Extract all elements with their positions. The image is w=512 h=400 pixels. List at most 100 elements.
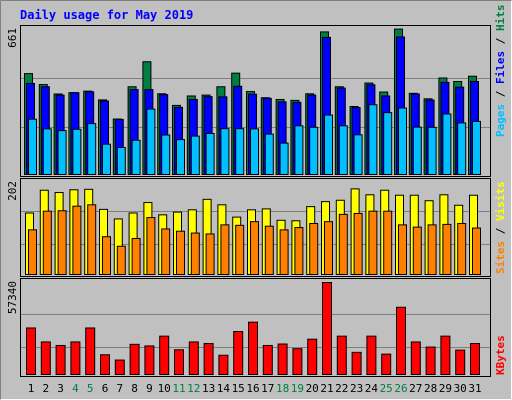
- bar-sites-day-24: [368, 210, 378, 275]
- bar-sites-day-15: [235, 224, 245, 275]
- legend-sep-1: /: [494, 84, 507, 104]
- legend-pages: Pages: [494, 104, 507, 137]
- bar-pages-day-17: [264, 133, 274, 176]
- bar-kbytes-day-8: [129, 343, 140, 375]
- x-label-day-17: 17: [261, 382, 274, 395]
- bar-kbytes-day-11: [174, 349, 184, 376]
- legend-hits: Hits: [494, 5, 507, 32]
- bar-sites-day-28: [427, 224, 437, 275]
- bar-pages-day-1: [28, 118, 37, 176]
- bar-kbytes-day-10: [159, 335, 170, 375]
- bar-kbytes-day-24: [366, 335, 377, 375]
- bar-sites-day-5: [87, 204, 97, 275]
- x-label-day-15: 15: [232, 382, 245, 395]
- bar-sites-day-12: [190, 232, 200, 276]
- bar-pages-day-13: [205, 132, 215, 175]
- x-label-day-31: 31: [468, 382, 481, 395]
- bar-kbytes-day-27: [410, 341, 421, 376]
- bar-pages-day-3: [57, 130, 67, 175]
- bar-sites-day-2: [42, 210, 52, 275]
- bar-pages-day-12: [190, 135, 200, 175]
- bar-sites-day-19: [294, 227, 304, 276]
- bar-kbytes-day-14: [218, 354, 229, 376]
- x-label-day-2: 2: [42, 382, 49, 395]
- bar-kbytes-day-28: [425, 346, 436, 376]
- bar-kbytes-day-9: [144, 345, 155, 375]
- bar-pages-day-2: [42, 128, 52, 175]
- bar-kbytes-day-1: [26, 327, 36, 375]
- y-max-label-kbytes: 57340: [6, 281, 19, 314]
- bar-pages-day-4: [72, 128, 82, 176]
- bar-sites-day-16: [250, 221, 259, 276]
- bar-pages-day-18: [279, 142, 289, 175]
- bar-kbytes-day-3: [55, 344, 66, 376]
- bar-pages-day-20: [309, 126, 319, 175]
- bar-kbytes-day-25: [381, 353, 392, 375]
- x-label-day-3: 3: [57, 382, 64, 395]
- x-label-day-5: 5: [87, 382, 94, 395]
- bar-sites-day-20: [309, 222, 319, 275]
- bar-kbytes-day-21: [322, 282, 332, 375]
- bar-pages-day-24: [368, 104, 378, 175]
- bar-pages-day-28: [427, 126, 437, 175]
- bar-pages-day-23: [353, 134, 363, 176]
- x-label-day-14: 14: [217, 382, 231, 395]
- bar-kbytes-day-13: [203, 343, 214, 376]
- bar-sites-day-17: [264, 225, 274, 276]
- chart-title: Daily usage for May 2019: [20, 8, 193, 22]
- bar-pages-day-26: [398, 107, 407, 175]
- x-label-day-27: 27: [409, 382, 422, 395]
- x-label-day-20: 20: [306, 382, 319, 395]
- bar-pages-day-31: [472, 120, 481, 175]
- bar-kbytes-day-6: [100, 354, 110, 375]
- x-label-day-21: 21: [320, 382, 333, 395]
- bar-sites-day-13: [205, 233, 215, 275]
- x-label-day-7: 7: [116, 382, 123, 395]
- bar-sites-day-22: [338, 213, 348, 276]
- bar-sites-day-11: [176, 230, 185, 275]
- bar-kbytes-day-29: [440, 335, 451, 375]
- y-max-label-hits: 661: [6, 28, 19, 48]
- bar-sites-day-23: [353, 212, 363, 275]
- bar-kbytes-day-5: [85, 327, 96, 375]
- bar-pages-day-21: [324, 114, 333, 175]
- x-label-day-24: 24: [365, 382, 379, 395]
- bar-kbytes-day-2: [40, 341, 51, 376]
- bar-pages-day-25: [383, 112, 393, 175]
- legend-files: Files: [494, 51, 507, 84]
- bar-pages-day-7: [116, 147, 126, 176]
- bar-sites-day-21: [324, 221, 333, 276]
- x-label-day-23: 23: [350, 382, 363, 395]
- bar-pages-day-27: [412, 126, 422, 176]
- bar-kbytes-day-31: [470, 343, 480, 376]
- bar-sites-day-8: [131, 238, 141, 276]
- legend-sep-3: /: [494, 221, 507, 241]
- bar-sites-day-27: [412, 226, 422, 276]
- bar-kbytes-day-23: [351, 351, 362, 376]
- bar-kbytes-day-19: [292, 348, 303, 376]
- bar-sites-day-14: [220, 224, 230, 275]
- bar-pages-day-10: [161, 134, 171, 175]
- bar-pages-day-5: [87, 123, 97, 175]
- x-label-day-22: 22: [335, 382, 348, 395]
- bar-marks: [24, 28, 481, 376]
- bar-pages-day-16: [250, 128, 259, 175]
- bar-pages-day-22: [338, 125, 348, 175]
- legend-sites-visits: Sites / Visits: [494, 181, 507, 274]
- x-label-day-13: 13: [202, 382, 215, 395]
- x-label-day-1: 1: [28, 382, 35, 395]
- x-label-day-11: 11: [172, 382, 185, 395]
- bar-pages-day-11: [176, 139, 185, 176]
- x-label-day-6: 6: [102, 382, 109, 395]
- x-label-day-4: 4: [72, 382, 79, 395]
- bar-pages-day-9: [146, 108, 156, 175]
- bar-sites-day-29: [442, 223, 452, 275]
- bar-kbytes-day-16: [248, 321, 258, 376]
- x-label-day-16: 16: [246, 382, 259, 395]
- bar-kbytes-day-30: [455, 349, 466, 376]
- x-label-day-25: 25: [380, 382, 393, 395]
- x-label-day-19: 19: [291, 382, 304, 395]
- bar-sites-day-18: [279, 229, 289, 275]
